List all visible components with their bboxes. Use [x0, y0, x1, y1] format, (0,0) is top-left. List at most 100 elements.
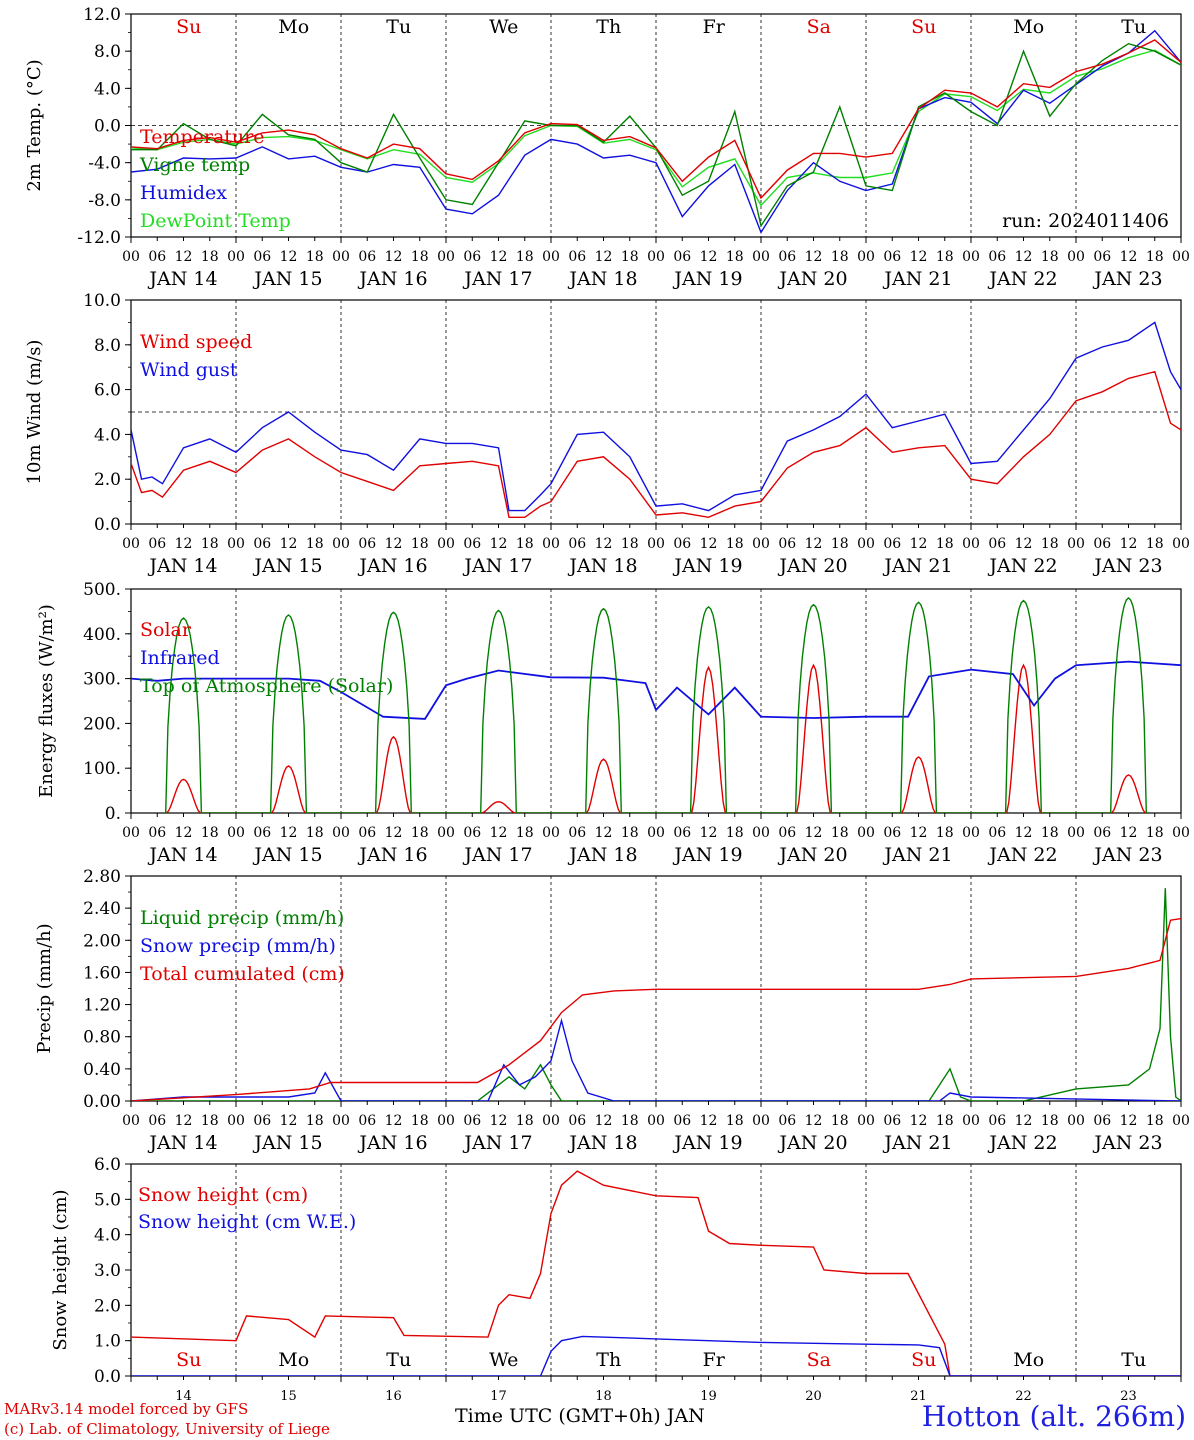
- y-tick-label: 8.0: [94, 336, 121, 356]
- hour-tick-label: 00: [122, 536, 140, 552]
- hour-tick-label: 12: [595, 825, 613, 841]
- hour-tick-label: 06: [988, 1113, 1006, 1129]
- hour-tick-label: 06: [1093, 536, 1111, 552]
- hour-tick-label: 18: [936, 536, 954, 552]
- date-label: JAN 17: [462, 844, 532, 866]
- credit-line-lab: (c) Lab. of Climatology, University of L…: [4, 1420, 330, 1438]
- series-snow-height-cm: [131, 1170, 1181, 1376]
- day-number-label: 19: [700, 1389, 717, 1404]
- day-number-label: 23: [1120, 1389, 1137, 1404]
- hour-tick-label: 18: [726, 825, 744, 841]
- hour-tick-label: 06: [988, 825, 1006, 841]
- hour-tick-label: 00: [227, 249, 245, 265]
- hour-tick-label: 18: [621, 1113, 639, 1129]
- credit-line-model: MARv3.14 model forced by GFS: [4, 1400, 249, 1418]
- date-label: JAN 14: [147, 268, 217, 290]
- hour-tick-label: 06: [463, 825, 481, 841]
- y-tick-label: 10.0: [83, 291, 121, 311]
- hour-tick-label: 12: [280, 1113, 298, 1129]
- series-infrared: [131, 660, 1181, 720]
- hour-tick-label: 12: [700, 825, 718, 841]
- hour-tick-label: 12: [490, 249, 508, 265]
- y-tick-label: -4.0: [88, 154, 121, 174]
- y-tick-label: -12.0: [77, 228, 121, 248]
- series-snow-precip-mm-h: [131, 1017, 1181, 1101]
- hour-tick-label: 06: [148, 1113, 166, 1129]
- hour-tick-label: 12: [1015, 536, 1033, 552]
- day-number-label: 21: [910, 1389, 927, 1404]
- hour-tick-label: 00: [227, 825, 245, 841]
- hour-tick-label: 06: [778, 1113, 796, 1129]
- station-name: Hotton (alt. 266m): [921, 1400, 1186, 1433]
- date-label: JAN 16: [357, 268, 427, 290]
- hour-tick-label: 00: [752, 825, 770, 841]
- weekday-label: Mo: [1013, 16, 1044, 38]
- date-label: JAN 15: [252, 844, 322, 866]
- y-tick-label: 0.0: [94, 117, 121, 137]
- date-label: JAN 19: [672, 1132, 742, 1154]
- date-label: JAN 16: [357, 555, 427, 577]
- date-label: JAN 17: [462, 268, 532, 290]
- hour-tick-label: 06: [148, 825, 166, 841]
- hour-tick-label: 18: [411, 825, 429, 841]
- hour-tick-label: 00: [332, 825, 350, 841]
- weekday-label: Su: [176, 1349, 201, 1371]
- hour-tick-label: 00: [437, 825, 455, 841]
- legend-entry: Infrared: [140, 647, 220, 669]
- y-tick-label: 4.0: [94, 425, 121, 445]
- series-solar: [164, 663, 1148, 813]
- hour-tick-label: 18: [1146, 536, 1164, 552]
- weekday-label: We: [489, 16, 518, 38]
- date-label: JAN 16: [357, 1132, 427, 1154]
- hour-tick-label: 18: [516, 249, 534, 265]
- hour-tick-label: 06: [463, 1113, 481, 1129]
- hour-tick-label: 18: [936, 825, 954, 841]
- series-temperature: [131, 39, 1181, 200]
- y-tick-label: 2.00: [83, 931, 121, 951]
- hour-tick-label: 00: [437, 249, 455, 265]
- hour-tick-label: 06: [988, 536, 1006, 552]
- y-tick-label: 0.0: [94, 515, 121, 535]
- hour-tick-label: 18: [516, 536, 534, 552]
- hour-tick-label: 18: [726, 1113, 744, 1129]
- date-label: JAN 22: [987, 1132, 1057, 1154]
- hour-tick-label: 00: [857, 536, 875, 552]
- hour-tick-label: 18: [1041, 825, 1059, 841]
- hour-tick-label: 06: [568, 249, 586, 265]
- hour-tick-label: 12: [490, 825, 508, 841]
- hour-tick-label: 12: [805, 249, 823, 265]
- hour-tick-label: 00: [542, 249, 560, 265]
- weekday-label: Su: [176, 16, 201, 38]
- y-tick-label: 400.: [83, 625, 121, 645]
- hour-tick-label: 06: [883, 536, 901, 552]
- hour-tick-label: 12: [1120, 1113, 1138, 1129]
- hour-tick-label: 06: [568, 825, 586, 841]
- legend-entry: Humidex: [140, 182, 227, 204]
- hour-tick-label: 06: [1093, 249, 1111, 265]
- date-label: JAN 17: [462, 1132, 532, 1154]
- weekday-label: Su: [911, 16, 936, 38]
- hour-tick-label: 18: [411, 1113, 429, 1129]
- hour-tick-label: 18: [1146, 249, 1164, 265]
- hour-tick-label: 00: [122, 825, 140, 841]
- y-tick-label: 100.: [83, 759, 121, 779]
- hour-tick-label: 12: [280, 249, 298, 265]
- hour-tick-label: 12: [910, 825, 928, 841]
- y-axis-label: Energy fluxes (W/m²): [36, 604, 57, 798]
- date-label: JAN 14: [147, 1132, 217, 1154]
- hour-tick-label: 18: [306, 249, 324, 265]
- y-tick-label: 5.0: [94, 1190, 121, 1210]
- hour-tick-label: 06: [358, 1113, 376, 1129]
- weekday-label: Fr: [703, 16, 726, 38]
- hour-tick-label: 12: [595, 1113, 613, 1129]
- hour-tick-label: 12: [595, 249, 613, 265]
- hour-tick-label: 18: [201, 1113, 219, 1129]
- hour-tick-label: 18: [1041, 249, 1059, 265]
- hour-tick-label: 06: [778, 249, 796, 265]
- hour-tick-label: 06: [673, 825, 691, 841]
- weekday-label: Sa: [807, 16, 831, 38]
- hour-tick-label: 12: [1120, 825, 1138, 841]
- hour-tick-label: 12: [700, 249, 718, 265]
- hour-tick-label: 00: [1067, 1113, 1085, 1129]
- hour-tick-label: 12: [805, 536, 823, 552]
